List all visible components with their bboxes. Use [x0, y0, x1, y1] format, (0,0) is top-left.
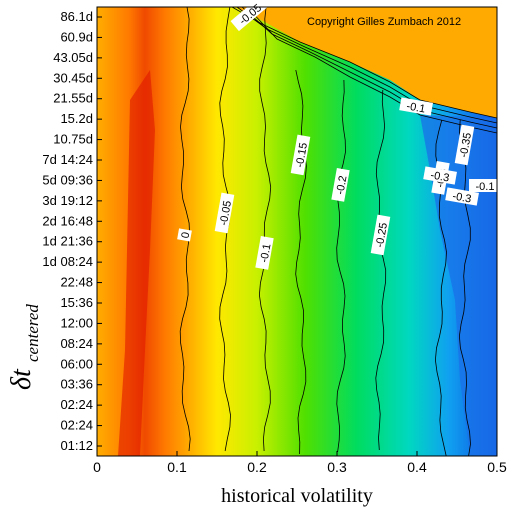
contour-level-label: -0.15 [290, 134, 311, 176]
y-axis-title-main: δt [6, 368, 37, 390]
contour-line [258, 7, 272, 452]
y-axis-title-sub: centered [23, 304, 42, 362]
y-tick-label: 7d 14:24 [42, 152, 93, 167]
contour-level-label: -0.3 [423, 166, 457, 185]
y-tick-label: 1d 21:36 [42, 234, 93, 249]
svg-text:-0.1: -0.1 [476, 181, 495, 193]
svg-text:-0.1: -0.1 [405, 100, 426, 115]
svg-text:-0.2: -0.2 [334, 175, 349, 196]
y-tick-label: 3d 19:12 [42, 193, 93, 208]
y-axis-ticks: 86.1d 60.9d 43.05d 30.45d 21.55d 15.2d 10.75d 7… [42, 9, 102, 453]
contour-level-label: -0.2 [331, 168, 350, 202]
contour-labels: 0-0.05-0.1-0.15-0.2-0.25-0.3-0.35-0.05-0… [177, 0, 501, 270]
y-tick-label: 15:36 [60, 295, 93, 310]
y-tick-label: 10.75d [53, 132, 93, 147]
svg-text:-0.15: -0.15 [294, 142, 310, 169]
svg-text:-0.3: -0.3 [451, 190, 472, 205]
y-tick-label: 22:48 [60, 275, 93, 290]
y-tick-label: 06:00 [60, 356, 93, 371]
y-tick-label: 08:24 [60, 336, 93, 351]
copyright-text: Copyright Gilles Zumbach 2012 [307, 16, 461, 28]
svg-text:-0.1: -0.1 [258, 243, 273, 264]
red-streak [118, 70, 155, 456]
x-tick-label: 0.5 [487, 459, 507, 475]
y-tick-label: 21.55d [53, 91, 93, 106]
contour-line [179, 7, 191, 452]
deep-blue-region [420, 115, 497, 456]
contour-level-label: -0.1 [469, 179, 501, 193]
x-tick-label: 0.2 [247, 459, 267, 475]
y-tick-label: 2d 16:48 [42, 213, 93, 228]
y-tick-label: 5d 09:36 [42, 172, 93, 187]
svg-text:-0.25: -0.25 [374, 222, 390, 249]
svg-text:-0.05: -0.05 [218, 200, 234, 227]
contour-level-label: -0.05 [214, 192, 235, 234]
contour-line [236, 7, 497, 124]
y-tick-label: 02:24 [60, 397, 93, 412]
contour-level-label: -0.3 [445, 187, 479, 206]
contour-line [375, 89, 387, 451]
y-tick-label: 03:36 [60, 377, 93, 392]
y-tick-label: 12:00 [60, 315, 93, 330]
y-tick-label: 86.1d [60, 9, 93, 24]
x-tick-label: 0 [93, 459, 101, 475]
svg-text:-0.3: -0.3 [429, 169, 450, 184]
contour-level-label: -0.35 [454, 124, 475, 166]
plot-frame [96, 6, 498, 457]
contour-level-label: -0.1 [399, 97, 433, 116]
x-tick-label: 0.3 [327, 459, 347, 475]
y-tick-label: 02:24 [60, 418, 93, 433]
x-tick-label: 0.1 [167, 459, 187, 475]
contour-level-label: -0.1 [255, 236, 274, 270]
contour-level-label: 0 [177, 228, 193, 242]
svg-text:-0.35: -0.35 [458, 132, 474, 159]
contour-line [231, 7, 497, 119]
x-axis-title: historical volatility [221, 485, 373, 507]
y-tick-label: 1d 08:24 [42, 254, 93, 269]
contour-line [458, 119, 471, 456]
x-axis-ticks: 0 0.1 0.2 0.3 0.4 0.5 [93, 451, 507, 475]
y-tick-label: 15.2d [60, 111, 93, 126]
y-tick-label: 30.45d [53, 70, 93, 85]
contour-line [241, 7, 497, 129]
contour-level-label: -0.25 [370, 214, 391, 256]
x-tick-label: 0.4 [407, 459, 427, 475]
y-tick-label: 01:12 [60, 438, 93, 453]
y-axis-title: δt centered [6, 304, 42, 390]
contour-line [295, 69, 307, 455]
svg-text:0: 0 [180, 231, 193, 239]
saturated-region [235, 7, 497, 118]
y-tick-label: 43.05d [53, 50, 93, 65]
contour-line [336, 79, 346, 453]
plot-area [97, 7, 497, 456]
y-tick-label: 60.9d [60, 29, 93, 44]
